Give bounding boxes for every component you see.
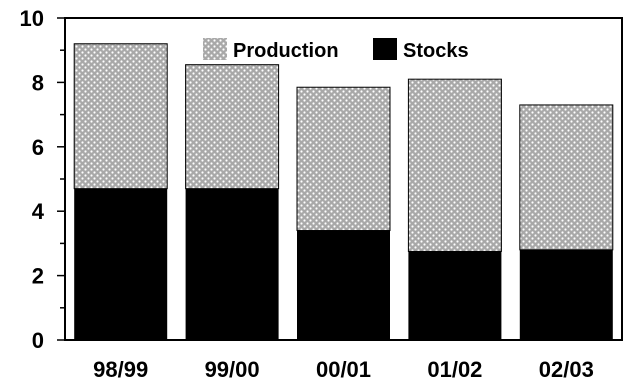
x-tick-label: 99/00 [205,357,260,382]
y-tick-label: 10 [20,6,44,31]
y-tick-label: 6 [32,135,44,160]
legend-swatch-stocks [373,38,397,60]
bar-stocks-02-03 [519,249,613,340]
bars-group [73,43,614,340]
x-axis: 98/99 99/00 00/01 01/02 02/03 [93,357,594,382]
y-tick-label: 4 [32,199,45,224]
plot-frame [64,17,623,341]
x-tick-label: 00/01 [316,357,371,382]
bar-stocks-00-01 [297,230,390,340]
y-tick-label: 2 [32,264,44,289]
y-tick-label: 8 [32,70,44,95]
y-tick-label: 0 [32,328,44,353]
y-axis: 0 2 4 6 8 10 [20,6,65,353]
bar-stocks-99-00 [185,188,279,340]
legend: Production Stocks [203,38,469,62]
legend-swatch-production [203,38,227,60]
bar-stocks-01-02 [408,251,502,340]
bar-stocks-98-99 [74,188,168,340]
bar-production-01-02 [407,78,502,252]
x-tick-label: 98/99 [93,357,148,382]
bar-production-98-99 [73,43,168,190]
x-tick-label: 02/03 [539,357,594,382]
legend-label-production: Production [233,40,339,62]
bar-production-02-03 [519,104,614,251]
x-tick-label: 01/02 [427,357,482,382]
bar-production-00-01 [296,86,391,232]
legend-label-stocks: Stocks [403,40,469,62]
bar-production-99-00 [185,64,280,190]
